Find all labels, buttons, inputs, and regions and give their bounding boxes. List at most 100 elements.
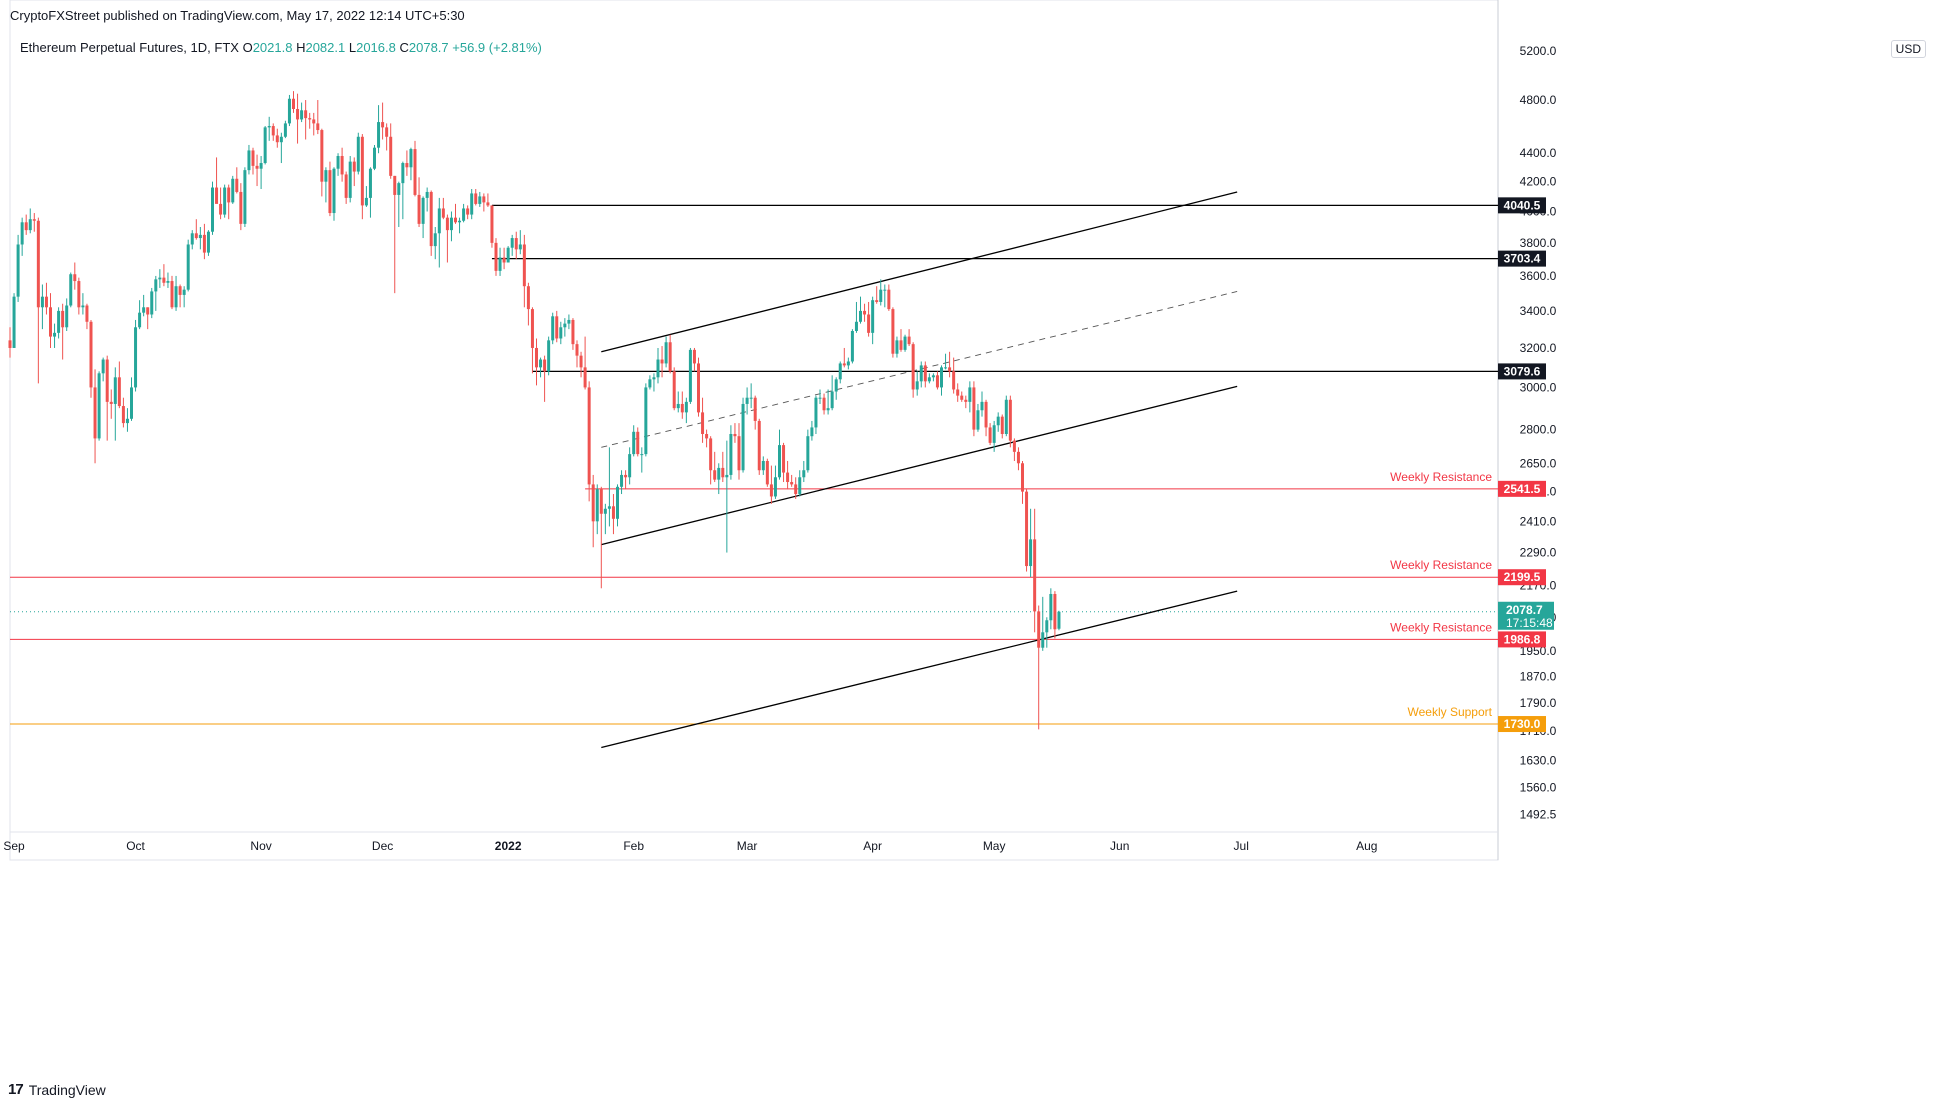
candle [980, 391, 984, 417]
candle-body [769, 484, 773, 497]
candle-body [316, 123, 320, 131]
candle-body [879, 289, 883, 302]
candle-body [567, 319, 571, 324]
high-value: 2082.1 [305, 40, 346, 55]
candle [514, 231, 518, 260]
candle [555, 310, 559, 343]
candle [786, 460, 790, 490]
candle-body [1012, 440, 1016, 452]
candle [883, 284, 887, 308]
candle [563, 318, 567, 337]
candle-body [871, 300, 875, 333]
candle [409, 147, 413, 181]
candle [231, 175, 235, 204]
candle [385, 123, 389, 151]
candle-body [61, 310, 65, 328]
candle [757, 418, 761, 475]
level-text-label: Weekly Resistance [1390, 470, 1492, 484]
candle-body [814, 397, 818, 428]
candle-body [692, 349, 696, 364]
candle [551, 312, 555, 345]
candle-body [575, 344, 579, 356]
candle [425, 187, 429, 212]
tradingview-brand: TradingView [28, 1081, 106, 1098]
level-price-tag [1498, 716, 1546, 733]
candle [761, 456, 765, 475]
candle [85, 303, 89, 330]
candle-body [652, 377, 656, 380]
candle [81, 293, 85, 315]
level-price-label: 4040.5 [1504, 198, 1541, 212]
candle-body [522, 244, 526, 287]
candle [348, 156, 352, 203]
candle-body [433, 233, 437, 247]
candle-body [923, 365, 927, 382]
candle-body [591, 484, 595, 522]
candle-body [571, 319, 575, 345]
candle [530, 307, 534, 374]
y-tick-label: 1492.5 [1520, 807, 1557, 821]
tradingview-logo[interactable]: 17 TradingView [8, 1081, 106, 1098]
candle-body [174, 286, 178, 308]
candle [741, 397, 745, 473]
candle-body [790, 482, 794, 485]
candle [879, 279, 883, 306]
candle [470, 188, 474, 220]
candle-body [360, 136, 364, 206]
candle-body [65, 305, 69, 328]
candle-body [688, 349, 692, 402]
candle [911, 342, 915, 398]
candle [332, 167, 336, 221]
candle-body [1033, 539, 1037, 612]
candle [263, 126, 267, 165]
candle-body [494, 242, 498, 271]
candle-body [1041, 632, 1045, 648]
candle [389, 123, 393, 179]
x-tick-label: May [983, 839, 1006, 853]
level-price-tag [1498, 569, 1546, 586]
candle-body [409, 149, 413, 168]
publisher-line: CryptoFXStreet published on TradingView.… [10, 8, 465, 23]
candle-body [640, 454, 644, 456]
candle [725, 440, 729, 553]
candle [1041, 596, 1045, 651]
candle-body [599, 489, 603, 514]
candle [344, 171, 348, 204]
candle [1049, 588, 1053, 630]
candle-body [178, 286, 182, 295]
candle-body [470, 193, 474, 215]
x-tick-label: 2022 [495, 839, 522, 853]
candle [502, 247, 506, 270]
candle [178, 284, 182, 308]
candle-body [85, 305, 89, 322]
level-text-label: Weekly Support [1408, 705, 1493, 719]
candle-body [563, 323, 567, 328]
candle-body [583, 367, 587, 388]
low-label: L [348, 40, 357, 55]
candle-body [125, 418, 129, 424]
candle-body [672, 371, 676, 409]
candle-body [721, 467, 725, 478]
candle [215, 157, 219, 204]
candle-body [206, 231, 210, 253]
candle [1045, 617, 1049, 648]
candle-body [539, 359, 543, 368]
candle [166, 272, 170, 288]
candle [182, 286, 186, 308]
candle-body [166, 281, 170, 283]
candle-body [138, 312, 142, 328]
candle-body [227, 187, 231, 203]
currency-button[interactable]: USD [1890, 40, 1926, 58]
level-lines [10, 204, 1498, 725]
candle [211, 181, 214, 235]
candle-body [320, 130, 324, 182]
candle [324, 167, 328, 203]
candle-body [117, 377, 121, 407]
candle [494, 238, 498, 276]
candle [834, 377, 838, 400]
candle [620, 470, 624, 495]
candle [12, 293, 16, 348]
candle [223, 184, 227, 218]
x-tick-label: Jul [1234, 839, 1249, 853]
